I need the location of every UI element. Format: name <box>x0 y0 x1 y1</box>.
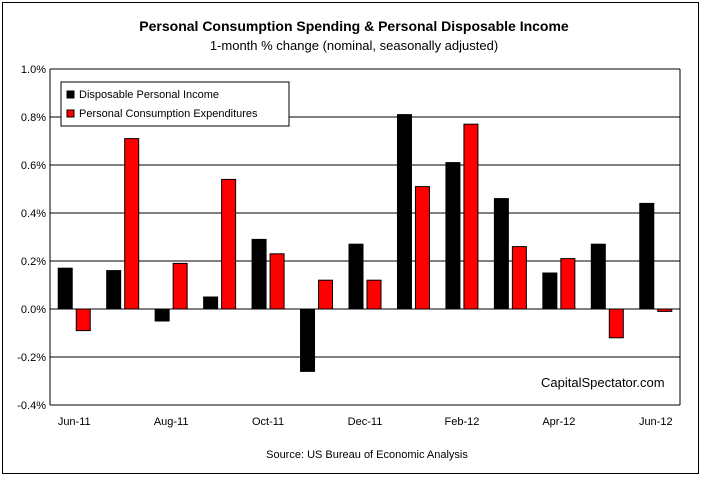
y-tick-label: -0.4% <box>17 400 46 412</box>
y-tick-label: 0.4% <box>21 208 46 220</box>
legend-swatch-pce <box>66 109 75 118</box>
x-tick-label: Apr-12 <box>542 416 575 428</box>
y-tick-label: 0.8% <box>21 112 46 124</box>
bar-pce-apr-12 <box>560 258 576 310</box>
bar-dpi-jun-12 <box>639 202 655 310</box>
chart-title: Personal Consumption Spending & Personal… <box>139 18 569 34</box>
bar-pce-jun-11 <box>75 308 91 332</box>
bar-pce-aug-11 <box>172 262 188 310</box>
bar-dpi-may-12 <box>590 243 606 310</box>
legend-box <box>60 81 290 127</box>
y-tick-label: 0.6% <box>21 160 46 172</box>
legend: Disposable Personal Income Personal Cons… <box>60 81 290 127</box>
bar-pce-may-12 <box>608 308 624 339</box>
chart: Personal Consumption Spending & Personal… <box>17 18 681 461</box>
bar-dpi-feb-12 <box>445 162 461 310</box>
bar-dpi-nov-11 <box>300 308 316 372</box>
x-tick-label: Jun-12 <box>639 416 673 428</box>
y-tick-label: 1.0% <box>21 64 46 76</box>
bar-dpi-sep-11 <box>203 296 219 310</box>
bar-pce-oct-11 <box>269 253 285 310</box>
bar-dpi-dec-11 <box>348 243 364 310</box>
bar-pce-nov-11 <box>318 279 334 310</box>
bar-dpi-jan-12 <box>396 114 412 310</box>
bar-dpi-oct-11 <box>251 238 267 310</box>
x-tick-label: Feb-12 <box>444 416 479 428</box>
bar-pce-sep-11 <box>221 178 237 310</box>
bar-pce-feb-12 <box>463 123 479 310</box>
legend-swatch-dpi <box>66 90 75 99</box>
x-tick-label: Dec-11 <box>348 416 383 428</box>
source-note: Source: US Bureau of Economic Analysis <box>266 449 468 461</box>
x-tick-label: Oct-11 <box>252 416 284 428</box>
x-tick-labels: Jun-11 Aug-11 Oct-11 Dec-11 Feb-12 Apr-12 Jun-… <box>58 416 673 428</box>
bar-dpi-jul-11 <box>106 270 122 310</box>
y-tick-label: 0.0% <box>21 304 46 316</box>
legend-label-pce: Personal Consumption Expenditures <box>79 108 258 120</box>
legend-label-dpi: Disposable Personal Income <box>79 89 219 101</box>
axes <box>49 69 681 406</box>
chart-subtitle: 1-month % change (nominal, seasonally ad… <box>210 38 498 53</box>
x-tick-label: Aug-11 <box>154 416 189 428</box>
bar-pce-jul-11 <box>124 138 140 310</box>
bar-pce-jun-12 <box>657 308 673 312</box>
y-tick-label: 0.2% <box>21 256 46 268</box>
bar-pce-mar-12 <box>511 246 527 310</box>
y-tick-label: -0.2% <box>17 352 46 364</box>
bar-dpi-apr-12 <box>542 272 558 310</box>
bar-pce-jan-12 <box>414 186 430 310</box>
y-tick-labels: -0.4% -0.2% 0.0% 0.2% 0.4% 0.6% 0.8% 1.0% <box>17 64 46 412</box>
bar-pce-dec-11 <box>366 279 382 310</box>
bars <box>57 114 673 372</box>
bar-dpi-mar-12 <box>493 198 509 310</box>
bar-dpi-jun-11 <box>57 267 73 310</box>
x-tick-label: Jun-11 <box>58 416 91 428</box>
watermark: CapitalSpectator.com <box>541 375 665 390</box>
bar-dpi-aug-11 <box>154 308 170 322</box>
